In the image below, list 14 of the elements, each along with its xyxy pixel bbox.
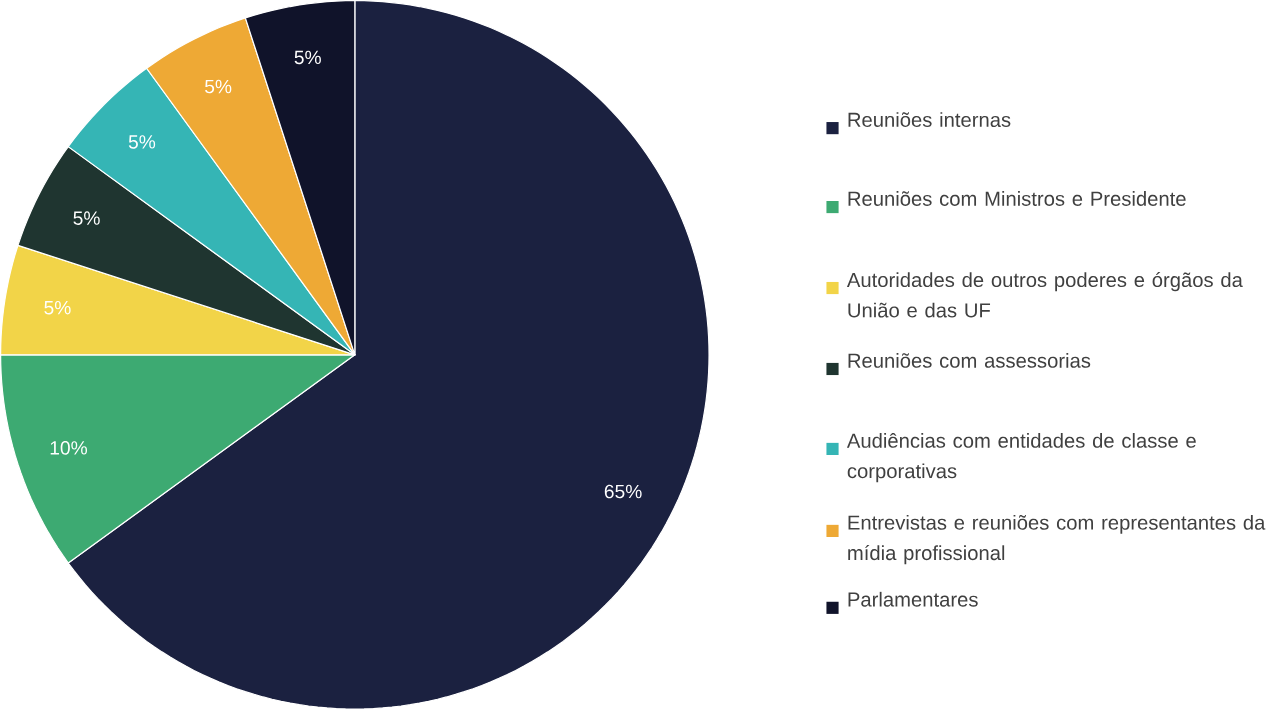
data-label: 5% — [44, 301, 71, 315]
legend-label: Reuniões com assessorias — [848, 353, 1091, 369]
legend-label: Autoridades de outros poderes e órgãos da União e das UF — [846, 272, 1243, 318]
data-label: 10% — [50, 441, 88, 455]
legend-label: Entrevistas e reuniões com representantes da mídia profissional — [848, 515, 1266, 565]
data-label: 5% — [128, 135, 156, 149]
legend-label: Audiências com entidades de classe e corporativas — [846, 433, 1196, 483]
data-label: 5% — [294, 50, 321, 65]
data-label: 65% — [604, 484, 642, 499]
legend-label: Parlamentares — [848, 592, 978, 607]
data-label: 5% — [73, 211, 100, 226]
data-label: 5% — [205, 79, 232, 94]
legend-label: Reuniões com Ministros e Presidente — [848, 191, 1186, 207]
legend-label: Reuniões internas — [848, 112, 1011, 128]
